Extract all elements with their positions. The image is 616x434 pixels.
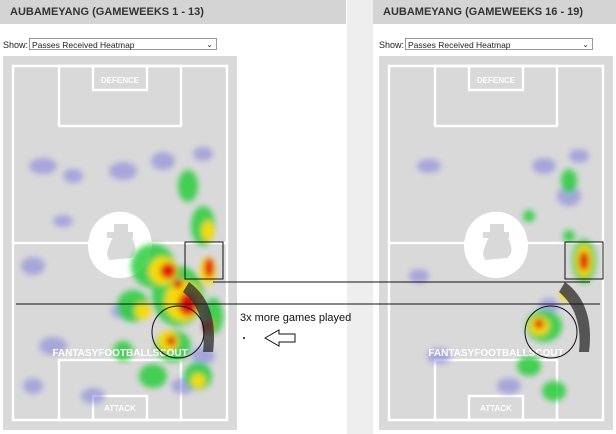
right-highlight-circle xyxy=(524,305,578,359)
left-pitch-lines xyxy=(11,64,229,422)
right-pitch-svg: FANTASYFOOTBALLSCOUT DEFENCE ATTACK xyxy=(387,64,605,422)
left-watermark: FANTASYFOOTBALLSCOUT xyxy=(52,348,187,359)
right-attack-label: ATTACK xyxy=(480,404,512,413)
panel-gutter xyxy=(347,0,373,434)
right-panel: AUBAMEYANG (GAMEWEEKS 16 - 19) Show: Pas… xyxy=(373,0,616,434)
chevron-down-icon: ⌄ xyxy=(206,40,213,49)
left-show-label: Show: xyxy=(3,40,29,50)
right-heatmap-select[interactable]: Passes Received Heatmap ⌄ xyxy=(405,38,593,50)
left-highlight-box xyxy=(184,241,224,280)
left-heatmap xyxy=(21,147,223,404)
right-penalty-zone xyxy=(559,282,590,352)
right-show-row: Show: Passes Received Heatmap ⌄ xyxy=(379,38,593,50)
right-watermark: FANTASYFOOTBALLSCOUT xyxy=(428,348,563,359)
right-panel-title: AUBAMEYANG (GAMEWEEKS 16 - 19) xyxy=(373,0,616,24)
left-select-value: Passes Received Heatmap xyxy=(32,40,135,50)
left-highlight-circle xyxy=(151,305,205,359)
left-defence-label: DEFENCE xyxy=(101,76,140,85)
left-heatmap-select[interactable]: Passes Received Heatmap ⌄ xyxy=(29,38,217,50)
right-heatmap xyxy=(409,149,596,401)
right-highlight-box xyxy=(564,241,604,280)
left-panel-title: AUBAMEYANG (GAMEWEEKS 1 - 13) xyxy=(0,0,346,24)
left-pitch-svg: FANTASYFOOTBALLSCOUT DEFENCE ATTACK xyxy=(11,64,229,422)
chevron-down-icon: ⌄ xyxy=(582,40,589,49)
left-panel: AUBAMEYANG (GAMEWEEKS 1 - 13) Show: Pass… xyxy=(0,0,346,430)
right-show-label: Show: xyxy=(379,40,405,50)
right-select-value: Passes Received Heatmap xyxy=(408,40,511,50)
left-penalty-zone xyxy=(183,282,214,352)
club-crest-icon xyxy=(464,214,528,278)
left-show-row: Show: Passes Received Heatmap ⌄ xyxy=(3,38,217,50)
left-pitch: FANTASYFOOTBALLSCOUT DEFENCE ATTACK xyxy=(3,56,237,430)
left-attack-label: ATTACK xyxy=(104,404,136,413)
right-defence-label: DEFENCE xyxy=(477,76,516,85)
right-pitch: FANTASYFOOTBALLSCOUT DEFENCE ATTACK xyxy=(379,56,613,430)
